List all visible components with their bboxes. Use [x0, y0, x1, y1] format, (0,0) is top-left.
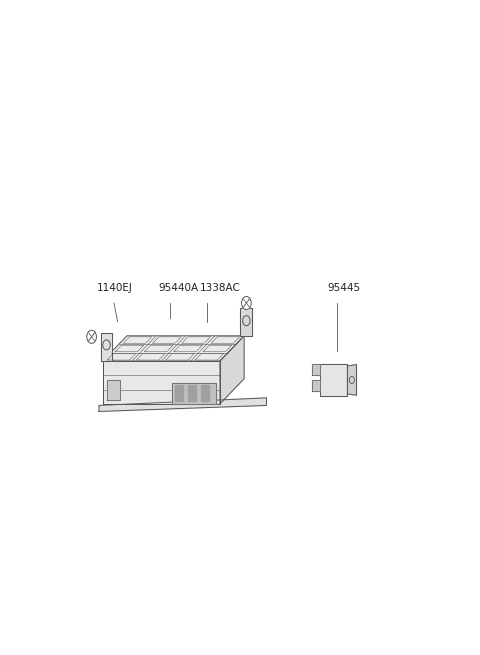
Polygon shape [99, 398, 266, 411]
Polygon shape [188, 385, 196, 402]
Polygon shape [312, 364, 321, 375]
Text: 95440A: 95440A [158, 283, 199, 293]
Circle shape [241, 297, 251, 310]
Polygon shape [103, 361, 220, 404]
Polygon shape [101, 333, 112, 361]
Text: 95445: 95445 [328, 283, 361, 293]
Polygon shape [312, 380, 321, 391]
Text: 1338AC: 1338AC [200, 283, 240, 293]
Circle shape [87, 330, 96, 343]
Polygon shape [107, 380, 120, 400]
Polygon shape [220, 336, 244, 404]
Polygon shape [202, 385, 209, 402]
Polygon shape [103, 336, 244, 361]
Polygon shape [240, 308, 252, 336]
Polygon shape [321, 364, 347, 396]
Polygon shape [172, 383, 216, 404]
Polygon shape [347, 365, 357, 396]
Polygon shape [175, 385, 183, 402]
Text: 1140EJ: 1140EJ [97, 283, 133, 293]
